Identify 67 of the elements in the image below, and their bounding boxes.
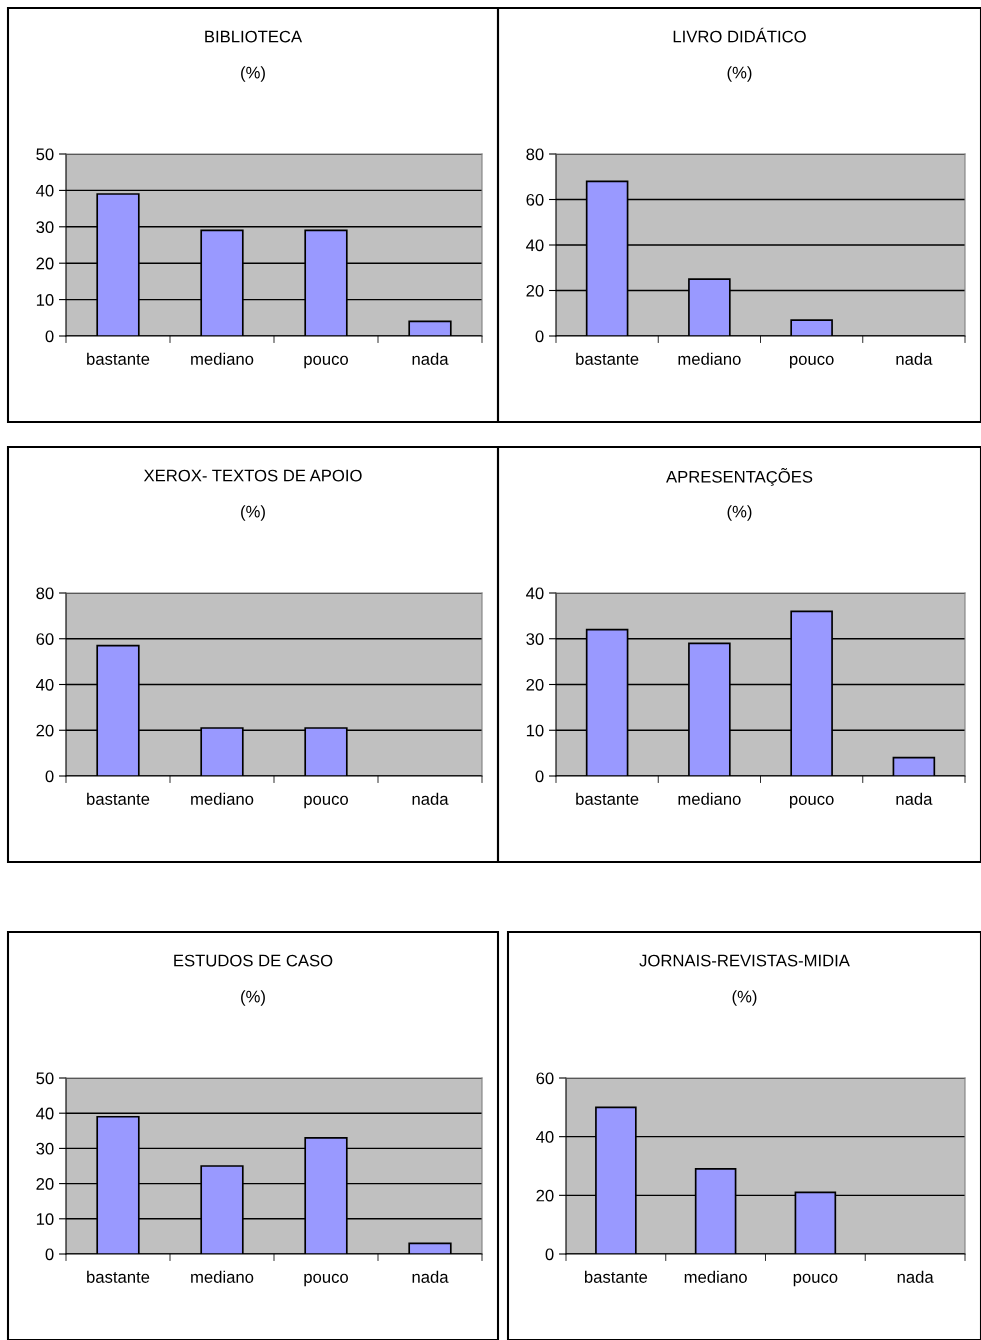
chart-title: ESTUDOS DE CASO [174,954,333,967]
x-tick-label: mediano [678,352,741,365]
y-tick-label: 0 [535,330,544,343]
y-tick-label: 20 [36,1178,54,1190]
x-tick-label: nada [412,352,449,365]
x-tick-label: nada [412,1270,449,1283]
x-tick-label: mediano [191,352,254,365]
x-tick-label: pouco [790,355,834,369]
y-tick-label: 80 [36,587,54,600]
y-tick-label: 0 [545,1248,554,1261]
y-tick-label: 0 [45,1248,54,1261]
chart-subtitle: (%) [732,990,757,1006]
y-tick-label: 40 [536,1131,554,1143]
y-tick-label: 10 [526,724,544,737]
y-tick-label: 30 [36,221,54,233]
y-tick-label: 40 [36,678,54,691]
x-tick-label: bastante [584,1270,648,1283]
chart-subtitle: (%) [241,66,265,82]
chart-title: XEROX- TEXTOS DE APOIO [143,469,362,482]
y-tick-label: 40 [526,587,544,600]
x-tick-label: nada [412,792,449,805]
y-tick-label: 20 [36,724,54,737]
x-tick-label: mediano [678,792,741,805]
x-tick-label: mediano [191,1270,254,1283]
y-tick-label: 10 [36,1213,54,1225]
y-tick-label: 20 [526,678,544,691]
y-tick-label: 0 [45,770,54,783]
x-tick-label: bastante [87,1270,150,1283]
y-tick-label: 30 [36,1142,54,1155]
x-tick-label: pouco [793,1273,838,1287]
chart-title: JORNAIS-REVISTAS-MIDIA [639,954,850,967]
x-tick-label: nada [897,1270,934,1283]
y-tick-label: 20 [536,1189,554,1202]
y-tick-label: 20 [526,284,544,297]
chart-title: LIVRO DIDÁTICO [673,27,806,43]
y-tick-label: 50 [36,1072,54,1085]
chart-title: BIBLIOTECA [205,30,303,43]
y-tick-label: 30 [526,633,544,645]
chart-subtitle: (%) [727,505,752,521]
y-tick-label: 40 [36,1107,54,1120]
y-tick-label: 0 [45,330,54,343]
x-tick-label: nada [896,792,933,805]
x-tick-label: bastante [87,792,150,805]
y-tick-label: 20 [36,257,54,270]
y-tick-label: 60 [36,633,54,645]
chart-subtitle: (%) [727,66,752,82]
x-tick-label: bastante [87,352,150,365]
y-tick-label: 80 [526,148,544,161]
x-tick-label: pouco [304,1273,349,1287]
x-tick-label: pouco [304,355,349,369]
y-tick-label: 40 [526,239,544,252]
x-tick-label: bastante [576,792,639,805]
x-tick-label: pouco [790,795,834,809]
y-tick-label: 40 [36,184,54,197]
y-tick-label: 0 [535,770,544,783]
chart-subtitle: (%) [241,505,265,521]
x-tick-label: mediano [191,792,254,805]
chart-title: APRESENTAÇÕES [666,467,813,487]
x-tick-label: mediano [684,1270,747,1283]
chart-subtitle: (%) [241,990,265,1006]
y-tick-label: 60 [536,1072,554,1085]
y-tick-label: 10 [36,294,54,306]
y-tick-label: 60 [526,193,544,206]
x-tick-label: bastante [576,352,639,365]
y-tick-label: 50 [36,148,54,161]
x-tick-label: nada [896,352,933,365]
x-tick-label: pouco [304,795,349,809]
